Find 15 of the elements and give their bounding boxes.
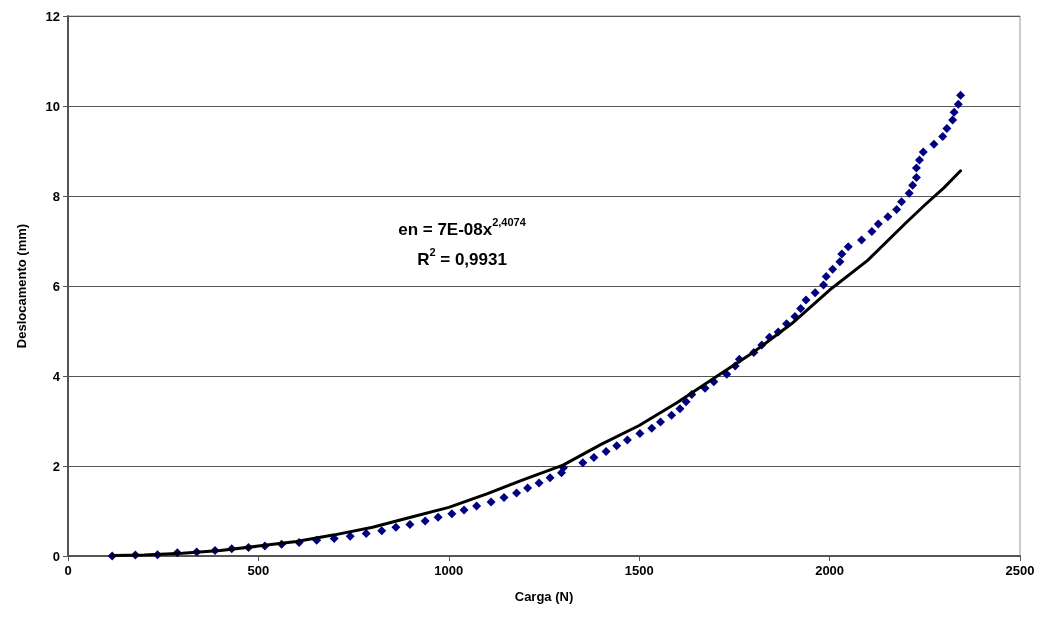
y-tick-label: 10 (45, 98, 60, 114)
y-tick-label: 8 (52, 188, 60, 204)
x-tick-label: 1500 (624, 563, 654, 578)
x-tick-label: 2000 (815, 563, 845, 578)
x-axis-title: Carga (N) (514, 589, 574, 604)
x-tick-label: 500 (247, 563, 270, 578)
y-tick-label: 2 (52, 458, 60, 474)
y-tick-label: 12 (45, 8, 60, 24)
y-tick-label: 0 (52, 548, 60, 564)
x-tick-label: 2500 (1005, 563, 1035, 578)
x-tick-label: 0 (64, 563, 72, 578)
x-tick-label: 1000 (434, 563, 464, 578)
y-tick-label: 6 (52, 278, 60, 294)
y-axis-title: Deslocamento (mm) (14, 223, 29, 349)
y-tick-label: 4 (52, 368, 61, 384)
